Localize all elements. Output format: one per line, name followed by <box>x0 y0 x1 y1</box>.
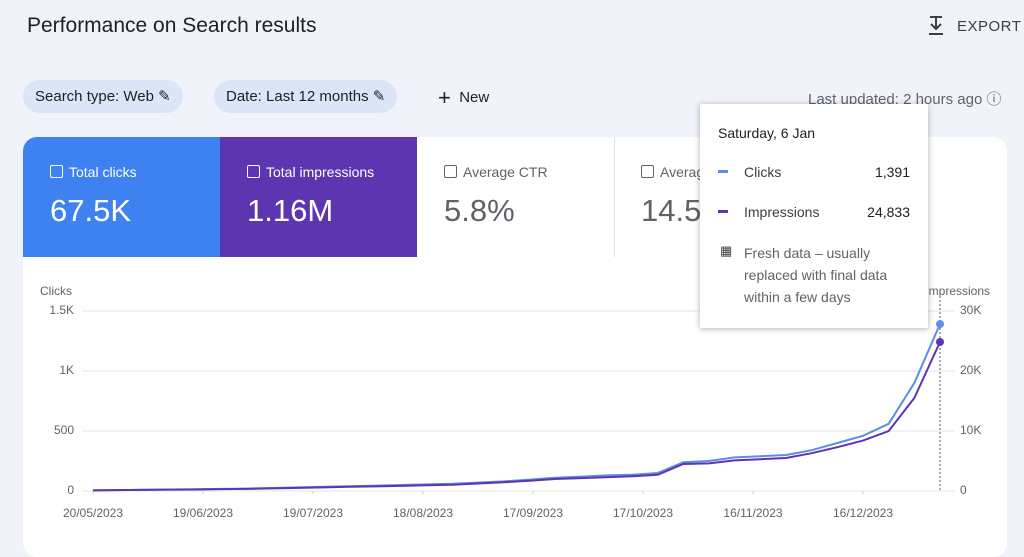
export-icon[interactable] <box>926 15 946 37</box>
metric-card[interactable]: Total impressions 1.16M <box>220 137 417 257</box>
y-axis-title: Clicks <box>40 284 72 298</box>
tooltip: Saturday, 6 Jan Clicks 1,391 Impressions… <box>700 104 928 328</box>
chart: 16/12/2023 16/11/2023 17/10/2023 17/09/2023… <box>40 284 990 520</box>
legend-swatch <box>718 210 728 213</box>
hover-point <box>936 338 944 347</box>
tooltip-value: 1,391 <box>874 164 910 180</box>
x-tick-label: 20/05/2023 <box>63 506 123 520</box>
x-tick-label: 19/06/2023 <box>173 506 233 520</box>
calendar-icon: ▦ <box>720 243 733 258</box>
tooltip-date: Saturday, 6 Jan <box>718 125 816 141</box>
chip-text: Search type: Web <box>35 88 154 105</box>
y2-tick-label: 0 <box>960 483 967 497</box>
card-value: 1.16M <box>247 193 334 228</box>
y-tick-label: 0 <box>67 483 74 497</box>
new-text: New <box>459 89 490 106</box>
x-tick-label: 16/12/2023 <box>833 506 893 520</box>
legend-name: Clicks <box>744 164 782 180</box>
y-tick-label: 1K <box>59 363 74 377</box>
series-line <box>92 323 941 492</box>
metric-card[interactable]: Average CTR 5.8% <box>417 137 615 257</box>
card-label: Total impressions <box>266 164 375 180</box>
series-line <box>92 341 941 492</box>
last-updated: Last updated: 2 hours ago ⓘ <box>808 91 1002 108</box>
y2-tick-label: 20K <box>960 363 981 377</box>
y2-tick-label: 10K <box>960 423 981 437</box>
filter-chip[interactable]: Search type: Web ✎ <box>23 80 183 113</box>
y2-tick-label: 30K <box>960 303 981 317</box>
x-tick-label: 16/11/2023 <box>723 506 782 520</box>
x-tick-label: 19/07/2023 <box>283 506 343 520</box>
x-tick-label: 18/08/2023 <box>393 506 453 520</box>
metric-card[interactable]: Total clicks 67.5K <box>23 137 220 257</box>
export-button[interactable]: EXPORT <box>957 18 1022 35</box>
card-value: 14.5 <box>641 193 702 228</box>
last-updated-text: Last updated: 2 hours ago <box>808 91 983 108</box>
x-tick-label: 17/10/2023 <box>613 506 673 520</box>
tooltip-value: 24,833 <box>867 204 910 220</box>
legend-name: Impressions <box>744 204 820 220</box>
filter-chip[interactable]: Date: Last 12 months ✎ <box>214 80 398 113</box>
chip-text: Date: Last 12 months <box>226 88 369 105</box>
y-tick-label: 500 <box>54 423 74 437</box>
y2-axis-title: Impressions <box>925 284 990 298</box>
page-title: Performance on Search results <box>27 14 317 37</box>
y-tick-label: 1.5K <box>49 303 74 317</box>
card-value: 5.8% <box>444 193 515 228</box>
legend-swatch <box>718 170 728 173</box>
x-tick-label: 17/09/2023 <box>503 506 563 520</box>
tooltip-note: Fresh data – usually replaced with final… <box>744 245 888 305</box>
card-label: Total clicks <box>69 164 137 180</box>
card-value: 67.5K <box>50 193 132 228</box>
new-button[interactable]: + New <box>438 85 490 110</box>
card-label: Average CTR <box>463 164 548 180</box>
hover-point <box>936 320 944 329</box>
page: Performance on Search results EXPORT Sea… <box>23 14 1022 557</box>
